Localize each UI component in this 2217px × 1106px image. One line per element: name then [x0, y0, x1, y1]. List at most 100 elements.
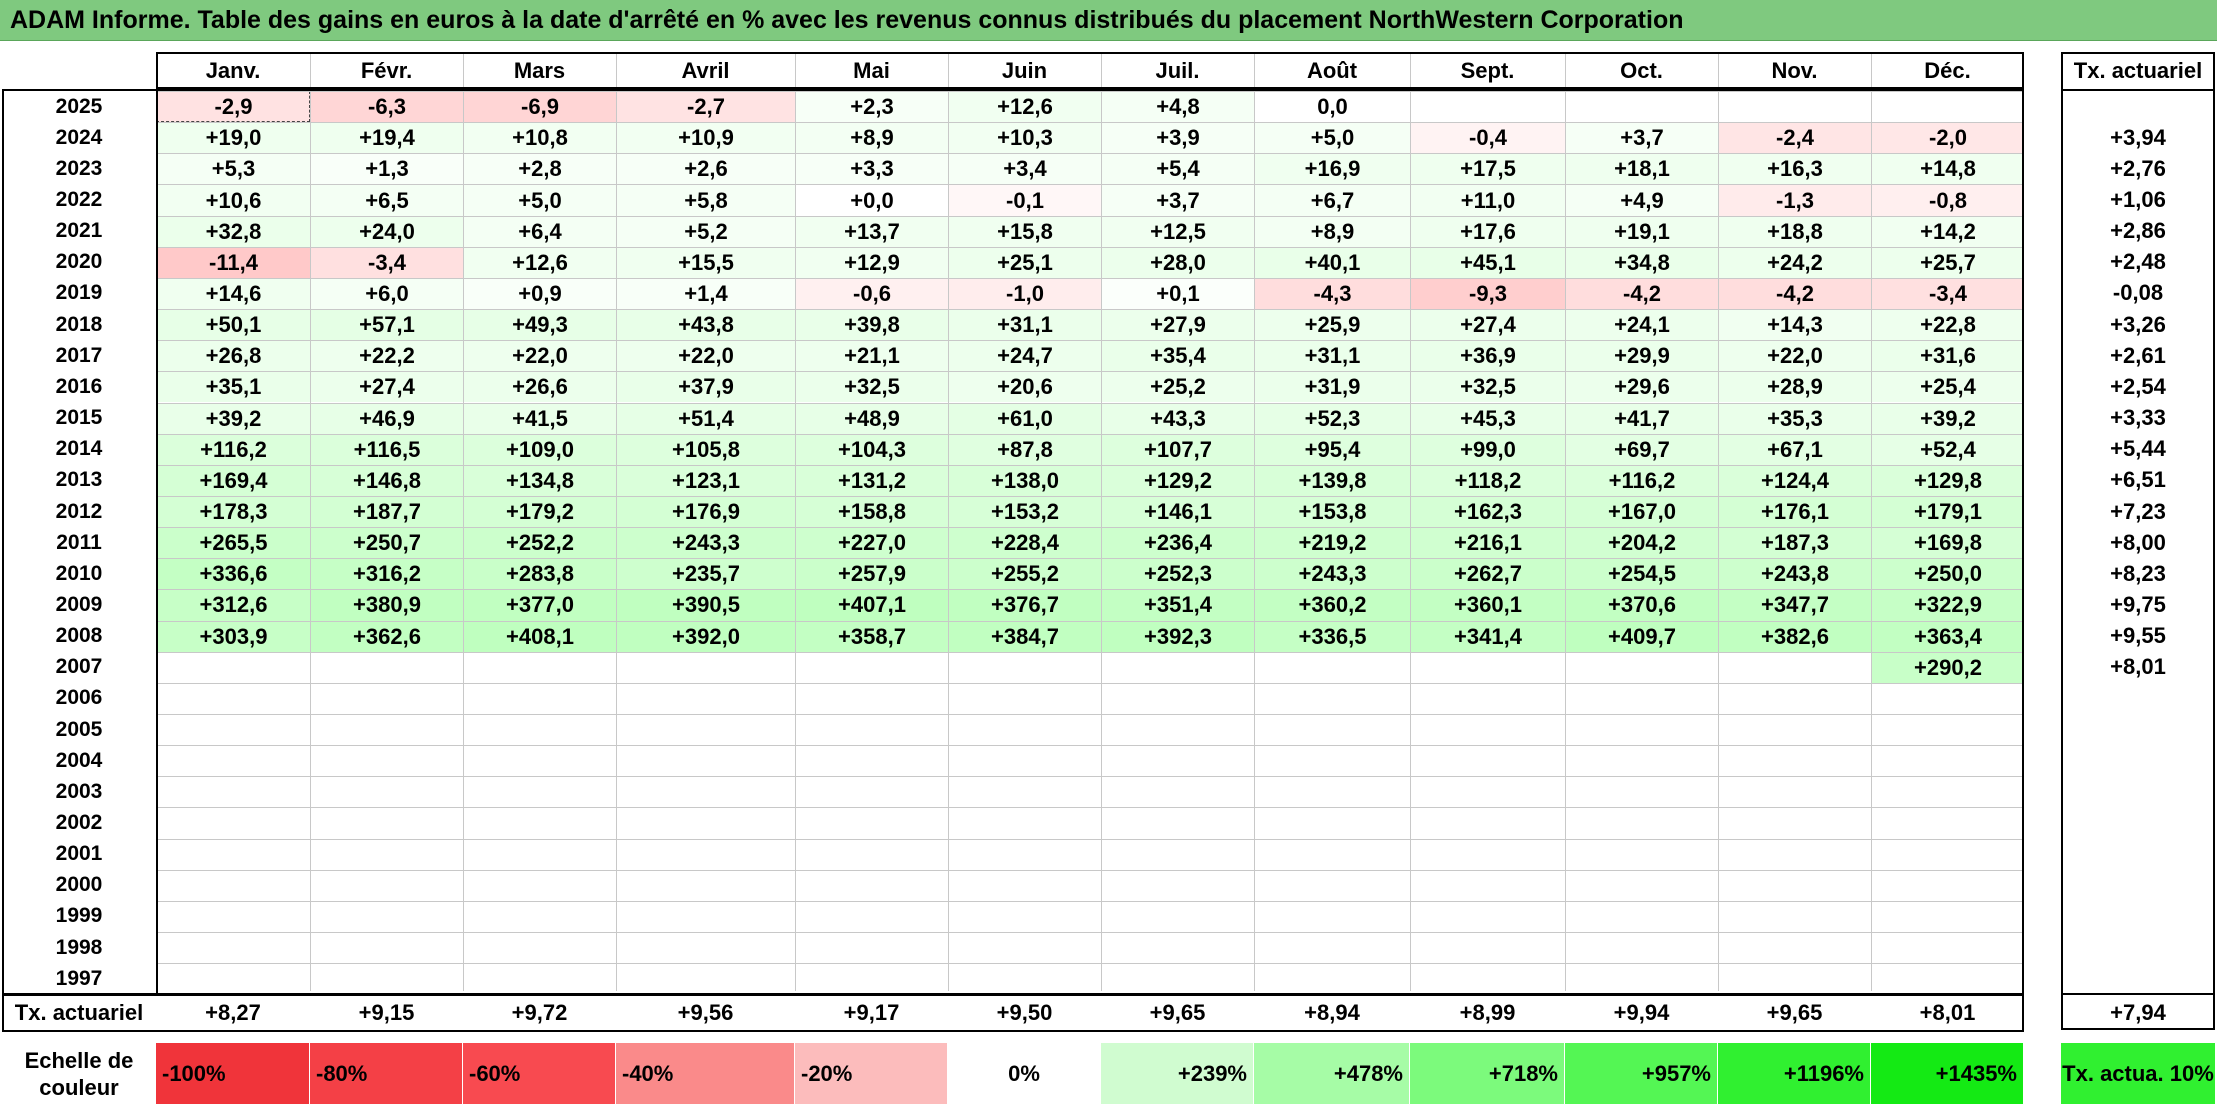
- rate-cell: +2,54: [2110, 373, 2166, 399]
- gain-cell: [1411, 746, 1565, 776]
- row-divider: [156, 495, 2024, 497]
- gain-cell: +382,6: [1719, 621, 1871, 652]
- gain-cell: [311, 746, 463, 776]
- gain-cell: [1102, 715, 1254, 745]
- gain-cell: +57,1: [311, 310, 463, 341]
- year-label: 1999: [55, 904, 103, 928]
- gain-cell: +25,4: [1872, 372, 2024, 403]
- year-label: 2020: [55, 250, 103, 274]
- gain-cell: [1566, 871, 1718, 901]
- gain-cell: [1872, 808, 2024, 838]
- gain-cell: [617, 964, 795, 994]
- gain-cell: [1872, 777, 2024, 807]
- gain-cell: +2,6: [617, 154, 795, 185]
- gain-cell: +252,2: [464, 528, 616, 559]
- month-header: Sept.: [1460, 57, 1515, 83]
- column-divider: [948, 52, 949, 991]
- gain-cell: [464, 777, 616, 807]
- gain-cell: +254,5: [1566, 559, 1718, 590]
- gain-cell: -9,3: [1411, 278, 1565, 310]
- legend-swatch: -80%: [310, 1043, 462, 1104]
- gain-cell: +123,1: [617, 465, 795, 496]
- rate-cell: +5,44: [2110, 436, 2166, 462]
- footer-rate-cell: +9,65: [1149, 999, 1206, 1025]
- row-divider: [156, 122, 2024, 124]
- gain-cell: +36,9: [1411, 341, 1565, 372]
- gain-cell: [1719, 746, 1871, 776]
- rate-header: Tx. actuariel: [2073, 57, 2203, 83]
- gain-cell: +45,3: [1411, 403, 1565, 434]
- footer-rate-cell: +9,50: [996, 999, 1053, 1025]
- gain-cell: +67,1: [1719, 434, 1871, 465]
- year-label: 2018: [55, 312, 103, 336]
- gain-cell: [617, 840, 795, 870]
- gain-cell: +153,2: [949, 496, 1101, 528]
- gain-cell: +13,7: [796, 216, 948, 247]
- gain-cell: +27,4: [1411, 310, 1565, 341]
- gain-cell: +129,8: [1872, 465, 2024, 496]
- gain-cell: +0,1: [1102, 278, 1254, 310]
- gain-cell: [949, 871, 1101, 901]
- gain-cell: -0,1: [949, 185, 1101, 216]
- gain-cell: +31,9: [1255, 372, 1410, 403]
- gain-cell: +336,5: [1255, 621, 1410, 652]
- gain-cell: [1411, 840, 1565, 870]
- legend-rate-swatch: Tx. actua. 10%: [2061, 1043, 2215, 1104]
- row-divider: [156, 91, 2024, 92]
- gain-cell: [157, 653, 310, 683]
- footer-rate-cell: +9,17: [843, 999, 900, 1025]
- gain-cell: +25,1: [949, 247, 1101, 278]
- gain-cell: +39,2: [1872, 403, 2024, 434]
- gain-cell: +384,7: [949, 621, 1101, 652]
- gain-cell: [1719, 92, 1871, 122]
- gain-cell: +31,1: [949, 310, 1101, 341]
- gain-cell: -4,2: [1719, 278, 1871, 310]
- column-divider: [1254, 52, 1255, 991]
- gain-cell: +5,8: [617, 185, 795, 216]
- gain-cell: [949, 653, 1101, 683]
- gain-cell: +257,9: [796, 559, 948, 590]
- gain-cell: +118,2: [1411, 465, 1565, 496]
- gain-cell: +95,4: [1255, 434, 1410, 465]
- gain-cell: +69,7: [1566, 434, 1718, 465]
- rate-header-divider: [2061, 89, 2215, 91]
- gain-cell: +360,1: [1411, 590, 1565, 621]
- rate-footer-divider: [2061, 993, 2215, 995]
- gain-cell: [1719, 715, 1871, 745]
- row-divider: [156, 433, 2024, 435]
- rate-cell: [2061, 745, 2215, 776]
- gain-cell: [157, 840, 310, 870]
- gain-cell: +32,5: [796, 372, 948, 403]
- gain-cell: [464, 653, 616, 683]
- gain-cell: +61,0: [949, 403, 1101, 434]
- gain-cell: +27,4: [311, 372, 463, 403]
- gain-cell: +1,3: [311, 154, 463, 185]
- gain-cell: +17,6: [1411, 216, 1565, 247]
- gain-cell: +243,8: [1719, 559, 1871, 590]
- gain-cell: -2,4: [1719, 123, 1871, 154]
- rate-cell: [2061, 714, 2215, 745]
- gain-cell: +22,0: [1719, 341, 1871, 372]
- year-label: 2012: [55, 499, 103, 523]
- row-divider: [156, 246, 2024, 248]
- row-divider: [156, 277, 2024, 279]
- gain-cell: [1566, 933, 1718, 963]
- gain-cell: +408,1: [464, 621, 616, 652]
- gain-cell: [1411, 871, 1565, 901]
- gain-cell: +51,4: [617, 403, 795, 434]
- gain-cell: [1872, 715, 2024, 745]
- gain-cell: +5,4: [1102, 154, 1254, 185]
- column-divider: [310, 52, 311, 991]
- gain-cell: [949, 902, 1101, 932]
- gain-cell: +290,2: [1872, 652, 2024, 683]
- rate-cell: +3,26: [2110, 311, 2166, 337]
- footer-rate-cell: +9,56: [677, 999, 734, 1025]
- gain-cell: +265,5: [157, 528, 310, 559]
- legend-swatch: +1435%: [1871, 1043, 2023, 1104]
- gain-cell: -2,7: [617, 92, 795, 123]
- row-divider: [156, 714, 2024, 715]
- gain-cell: [1719, 964, 1871, 994]
- column-divider: [795, 52, 796, 991]
- column-divider: [1101, 52, 1102, 991]
- gain-cell: +22,2: [311, 341, 463, 372]
